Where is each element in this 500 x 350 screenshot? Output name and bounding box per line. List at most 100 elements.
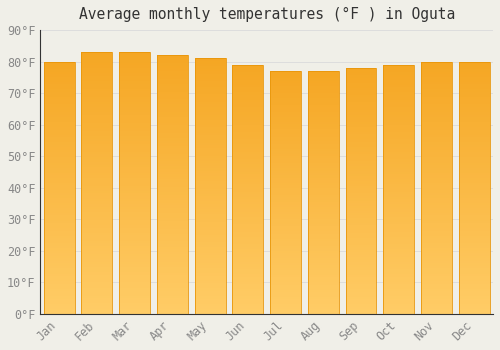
Bar	[119, 295, 150, 298]
Bar	[458, 190, 490, 193]
Bar	[458, 266, 490, 268]
Bar	[458, 178, 490, 180]
Bar	[82, 209, 112, 212]
Bar	[194, 209, 226, 212]
Bar	[458, 226, 490, 228]
Bar	[421, 256, 452, 258]
Bar	[384, 164, 414, 167]
Bar	[232, 217, 264, 219]
Bar	[270, 256, 301, 258]
Bar	[458, 281, 490, 284]
Bar	[421, 216, 452, 218]
Bar	[421, 84, 452, 87]
Bar	[270, 188, 301, 190]
Bar	[421, 168, 452, 170]
Bar	[346, 274, 376, 277]
Bar	[346, 161, 376, 164]
Bar	[384, 261, 414, 264]
Bar	[232, 267, 264, 269]
Bar	[119, 298, 150, 301]
Bar	[44, 107, 74, 110]
Bar	[44, 236, 74, 238]
Bar	[384, 219, 414, 222]
Bar	[44, 294, 74, 296]
Bar	[346, 218, 376, 220]
Bar	[384, 67, 414, 70]
Bar	[44, 105, 74, 107]
Bar	[157, 283, 188, 286]
Bar	[346, 265, 376, 267]
Bar	[157, 89, 188, 91]
Bar	[384, 122, 414, 125]
Bar	[421, 213, 452, 216]
Bar	[270, 91, 301, 93]
Bar	[270, 297, 301, 299]
Bar	[384, 117, 414, 120]
Bar	[194, 138, 226, 140]
Bar	[44, 168, 74, 170]
Bar	[82, 235, 112, 238]
Bar	[232, 169, 264, 172]
Bar	[82, 94, 112, 97]
Bar	[308, 105, 338, 107]
Bar	[346, 272, 376, 274]
Bar	[346, 78, 376, 80]
Bar	[82, 128, 112, 131]
Bar	[384, 222, 414, 224]
Bar	[421, 203, 452, 205]
Bar	[82, 212, 112, 215]
Bar	[119, 112, 150, 115]
Bar	[157, 120, 188, 122]
Bar	[119, 293, 150, 295]
Bar	[119, 275, 150, 277]
Bar	[346, 243, 376, 245]
Bar	[308, 95, 338, 98]
Bar	[119, 222, 150, 225]
Bar	[44, 312, 74, 314]
Bar	[194, 76, 226, 79]
Bar	[458, 170, 490, 173]
Bar	[82, 91, 112, 94]
Bar	[194, 69, 226, 71]
Bar	[384, 309, 414, 312]
Bar	[82, 290, 112, 293]
Bar	[157, 190, 188, 193]
Bar	[119, 70, 150, 73]
Bar	[194, 260, 226, 263]
Bar	[194, 120, 226, 122]
Bar	[232, 107, 264, 110]
Bar	[232, 94, 264, 97]
Bar	[82, 230, 112, 233]
Bar	[194, 240, 226, 242]
Bar	[346, 181, 376, 183]
Bar	[384, 247, 414, 249]
Bar	[119, 133, 150, 136]
Bar	[82, 293, 112, 295]
Bar	[421, 162, 452, 165]
Bar	[194, 247, 226, 250]
Bar	[119, 248, 150, 251]
Bar	[458, 296, 490, 299]
Bar	[232, 77, 264, 80]
Bar	[308, 134, 338, 136]
Bar	[157, 71, 188, 74]
Bar	[44, 306, 74, 309]
Bar	[384, 179, 414, 182]
Bar	[119, 282, 150, 285]
Bar	[232, 301, 264, 304]
Bar	[232, 184, 264, 187]
Bar	[308, 268, 338, 270]
Bar	[458, 256, 490, 258]
Bar	[458, 284, 490, 286]
Bar	[346, 142, 376, 144]
Bar	[308, 275, 338, 278]
Bar	[44, 170, 74, 173]
Bar	[82, 133, 112, 136]
Bar	[119, 225, 150, 228]
Bar	[270, 130, 301, 132]
Bar	[194, 140, 226, 143]
Bar	[194, 148, 226, 150]
Bar	[82, 170, 112, 173]
Bar	[44, 281, 74, 284]
Bar	[82, 136, 112, 139]
